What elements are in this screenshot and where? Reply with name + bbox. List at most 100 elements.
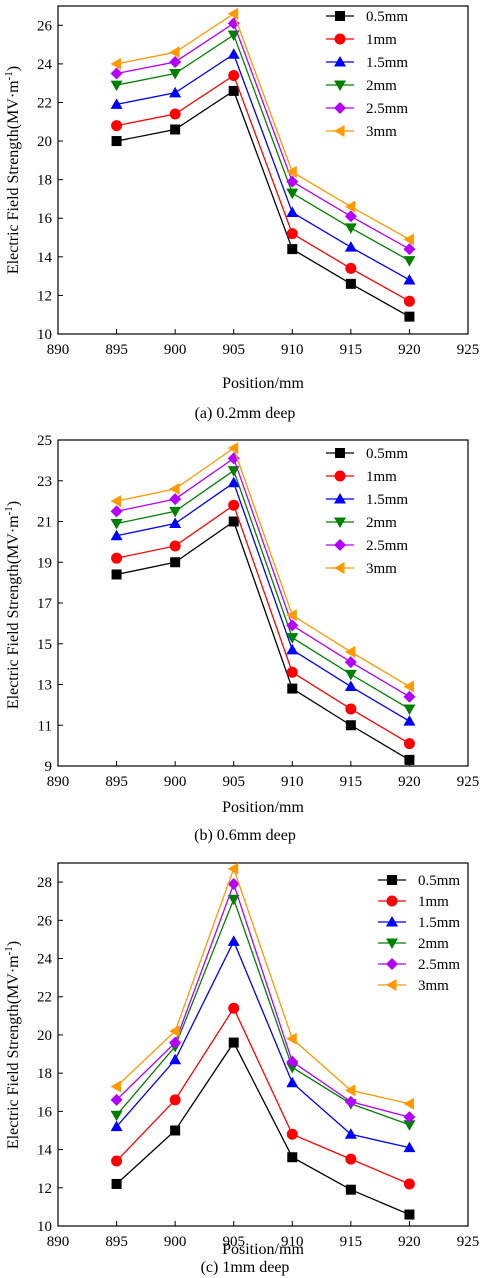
legend-marker [334,102,346,114]
data-point [403,233,414,246]
data-point [169,493,182,506]
legend-label: 1.5mm [366,55,408,71]
data-point [227,935,240,946]
legend-label: 2.5mm [366,538,408,554]
data-point [228,69,240,81]
x-tick-label: 900 [164,1234,187,1250]
data-point [228,1037,239,1048]
plot-frame [57,5,469,335]
data-point [286,619,299,632]
legend-marker [386,938,398,949]
y-tick-label: 10 [37,327,52,343]
data-point [169,69,182,80]
data-point [344,645,356,658]
plot-frame [57,862,469,1227]
data-point [111,120,123,132]
legend-marker [334,80,346,91]
legend-label: 2.5mm [366,101,408,117]
x-tick-label: 895 [105,774,128,790]
data-point [227,878,240,891]
series-line [116,504,410,745]
y-tick-label: 22 [37,990,52,1006]
x-tick-label: 890 [47,342,70,358]
y-tick-label: 18 [37,173,52,189]
data-point [169,46,180,59]
legend-marker [334,493,346,504]
data-point [286,1076,299,1088]
plot-frame [57,439,469,767]
data-point [286,1032,297,1045]
data-point [169,482,180,495]
y-tick-label: 26 [37,913,53,929]
series-line [116,457,410,698]
series-line [116,1006,410,1185]
legend-label: 1mm [366,32,397,48]
panel-caption: (c) 1mm deep [201,1259,290,1276]
series-line [116,447,410,688]
x-axis-label: Position/mm [222,375,304,392]
data-point [170,1125,181,1136]
data-point [403,715,416,726]
data-point [227,7,239,20]
data-point [404,311,415,322]
legend-marker [334,33,346,45]
series-line [116,22,410,250]
y-tick-label: 16 [37,1104,53,1120]
data-point [403,738,415,750]
y-axis-label: Electric Field Strength(MV·m-1) [3,941,22,1149]
series-line [116,897,410,1126]
legend-label: 2mm [366,78,397,94]
data-point [345,278,356,289]
data-point [110,529,123,541]
data-point [169,1025,180,1038]
data-point [286,1055,299,1068]
data-point [344,669,357,681]
data-point [403,295,415,307]
x-tick-label: 925 [457,1234,480,1250]
legend-label: 0.5mm [366,9,408,25]
series-line [116,89,410,318]
series-line [116,882,410,1118]
legend: 0.5mm 1mm 1.5mm 2mm 2.5mm 3mm [378,873,460,994]
y-tick-label: 28 [37,875,52,891]
data-point [169,1094,181,1106]
y-tick-label: 9 [45,759,53,775]
data-point [227,48,240,59]
y-tick-label: 24 [37,952,53,968]
data-point [110,1093,123,1106]
data-point [228,85,239,96]
data-point [228,1002,240,1014]
data-point [344,210,357,223]
x-tick-label: 920 [398,342,421,358]
data-point [228,499,240,511]
data-point [403,1097,414,1110]
data-point [111,1178,122,1189]
legend-marker [334,125,345,137]
data-point [404,754,415,765]
data-point [111,136,122,147]
y-axis-label: Electric Field Strength(MV·m-1) [3,66,22,274]
series-line [116,74,410,302]
y-tick-label: 20 [37,134,52,150]
legend-marker [334,56,346,67]
data-point [227,442,239,455]
data-point [286,206,299,217]
x-tick-label: 890 [47,1234,70,1250]
x-tick-label: 925 [457,774,480,790]
legend-marker [386,958,398,970]
legend-marker [334,562,345,574]
data-point [110,98,123,109]
data-point [344,200,356,213]
data-point [287,683,298,694]
legend-label: 0.5mm [418,873,460,889]
data-point [110,57,122,70]
data-point [286,1062,299,1074]
x-tick-label: 905 [222,1234,245,1250]
data-point [344,680,357,692]
data-point [344,241,357,252]
legend-marker [334,470,346,482]
data-point [227,862,239,875]
data-point [169,540,181,552]
y-tick-label: 26 [37,18,53,34]
legend-label: 3mm [366,124,397,140]
